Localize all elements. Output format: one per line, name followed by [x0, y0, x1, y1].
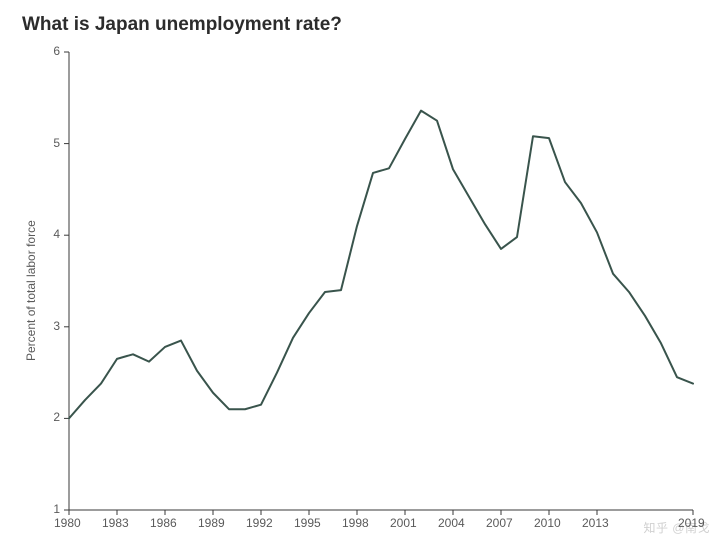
x-tick-label: 2013 [582, 516, 609, 530]
x-tick-label: 2007 [486, 516, 513, 530]
x-tick-label: 2001 [390, 516, 417, 530]
x-tick-label: 1992 [246, 516, 273, 530]
x-tick-label: 1995 [294, 516, 321, 530]
unemployment-line-chart [69, 52, 693, 510]
x-tick-label: 1983 [102, 516, 129, 530]
x-tick-label: 1989 [198, 516, 225, 530]
y-tick-label: 1 [53, 502, 60, 516]
x-tick-label: 1980 [54, 516, 81, 530]
x-tick-label: 2019 [678, 516, 705, 530]
page-root: What is Japan unemployment rate? Percent… [0, 0, 720, 542]
x-tick-label: 2010 [534, 516, 561, 530]
y-tick-label: 3 [53, 319, 60, 333]
y-tick-label: 4 [53, 227, 60, 241]
y-axis-label: Percent of total labor force [24, 220, 38, 361]
y-tick-label: 5 [53, 136, 60, 150]
chart-title: What is Japan unemployment rate? [22, 14, 342, 36]
y-tick-label: 6 [53, 44, 60, 58]
x-tick-label: 1998 [342, 516, 369, 530]
y-tick-label: 2 [53, 410, 60, 424]
x-tick-label: 1986 [150, 516, 177, 530]
x-tick-label: 2004 [438, 516, 465, 530]
